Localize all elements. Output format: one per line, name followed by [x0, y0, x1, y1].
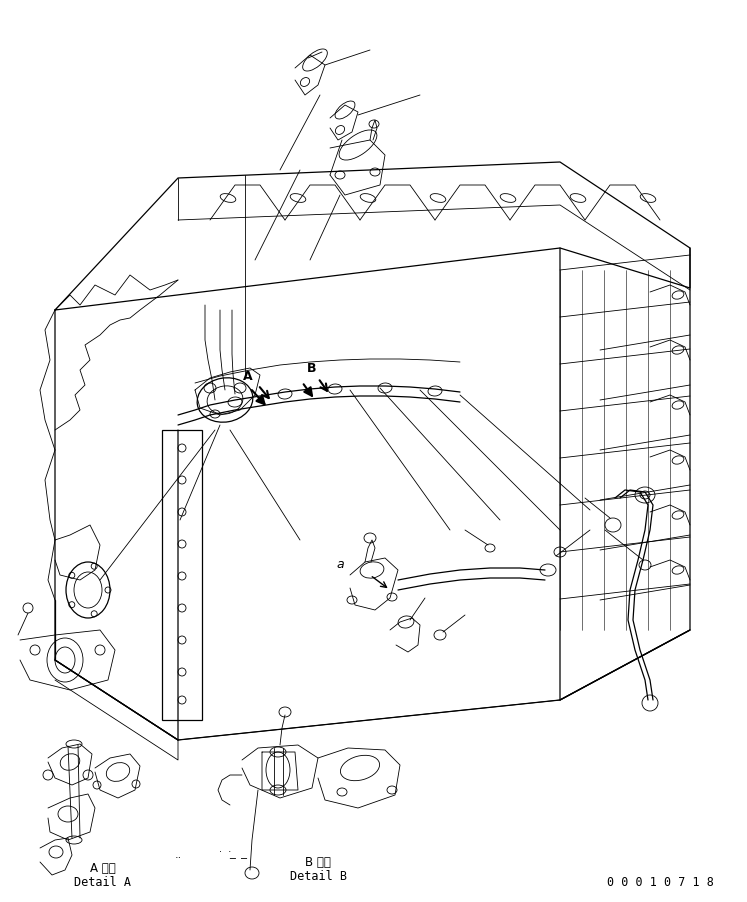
Text: a: a: [336, 558, 344, 571]
Text: B 詳細: B 詳細: [305, 856, 331, 869]
Text: ─  ─: ─ ─: [229, 854, 247, 864]
Text: B: B: [307, 362, 317, 374]
Text: Detail B: Detail B: [290, 870, 347, 883]
Bar: [162, 430, 202, 720]
Text: A: A: [244, 370, 252, 382]
Text: ..: ..: [174, 850, 182, 860]
Text: 0 0 0 1 0 7 1 8: 0 0 0 1 0 7 1 8: [607, 876, 713, 889]
Text: .  .: . .: [219, 844, 231, 854]
Text: Detail A: Detail A: [75, 876, 131, 889]
Text: A 詳細: A 詳細: [90, 862, 116, 875]
